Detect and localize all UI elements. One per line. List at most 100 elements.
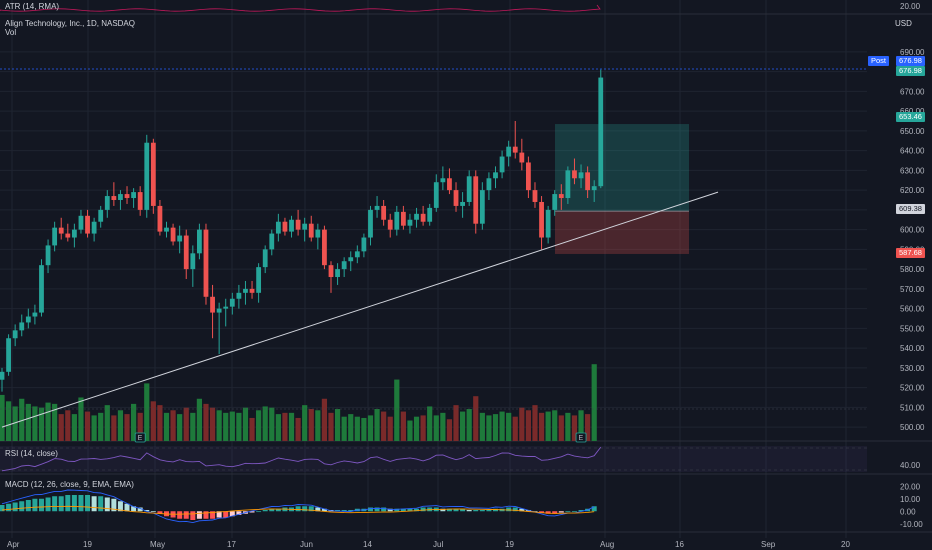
volume-bars [0,364,867,441]
volume-bar [341,416,347,441]
macd-histogram-bar [400,508,406,512]
time-tick-label: Aug [600,540,614,549]
volume-bar [98,412,104,441]
time-tick-label: 14 [363,540,372,549]
earnings-marker-box [134,432,146,443]
candle-body [170,227,176,242]
macd-histogram-bar [591,506,597,512]
volume-bar [532,405,538,441]
volume-legend[interactable]: Vol [5,28,17,37]
volume-bar [5,401,12,441]
macd-histogram-bar [466,510,472,512]
volume-bar [111,415,117,441]
volume-bar [137,412,143,441]
macd-histogram-bar [545,511,551,514]
macd-histogram-bar [348,510,354,512]
candle-body [236,292,242,299]
candle-body [420,213,426,222]
macd-histogram-bar [85,495,91,512]
candle-body [275,221,281,234]
candle-body [453,190,459,206]
volume-bar [328,412,334,441]
volume-bar [473,396,479,441]
candle-body [183,235,189,270]
symbol-title[interactable]: Align Technology, Inc., 1D, NASDAQ [5,19,135,28]
volume-bar [91,415,97,441]
candle-body [308,223,314,238]
candle-body [341,261,347,270]
macd-histogram-bar [216,511,222,518]
macd-tick-label: 10.00 [900,495,921,504]
volume-bar [177,414,183,441]
candle-body [335,269,340,278]
candle-body [374,205,380,210]
time-tick-label: Sep [761,540,776,549]
macd-histogram-bar [321,508,327,512]
volume-bar [150,401,156,441]
time-tick-label: May [150,540,165,549]
macd-histogram-bar [335,510,341,512]
volume-bar [196,398,202,441]
candle-body [368,209,373,238]
volume-bar [308,409,314,441]
candle-body [71,229,77,238]
macd-pane: 20.00 10.00 0.00 -10.00 [0,482,923,529]
macd-histogram-bar [315,507,321,512]
macd-histogram-bar [512,507,518,512]
trendline[interactable] [1,191,719,428]
macd-histogram-bar [19,501,25,512]
volume-bar [433,415,439,441]
volume-bar [361,417,367,441]
candle-body [400,211,406,226]
macd-histogram-bar [453,508,459,512]
volume-bar [407,420,413,441]
candle-body [539,201,544,238]
volume-bar [427,406,433,441]
rsi-legend[interactable]: RSI (14, close) [5,449,58,458]
price-tick-label: 500.00 [900,423,925,432]
candle-body [282,221,288,232]
macd-tick-label: 0.00 [900,507,916,516]
macd-histogram-bar [473,510,479,512]
macd-legend[interactable]: MACD (12, 26, close, 9, EMA, EMA) [5,480,134,489]
volume-bar [538,412,545,441]
price-tick-label: 580.00 [900,265,925,274]
volume-bar [446,419,453,441]
currency-label: USD [895,19,912,28]
macd-histogram-bar [295,506,301,512]
price-tick-label: 510.00 [900,403,925,412]
atr-legend[interactable]: ATR (14, RMA) [5,2,60,11]
candle-body [354,251,360,258]
candle-body [203,229,209,297]
long-position-tool[interactable] [555,124,689,254]
volume-bar [288,412,295,441]
candle-body [585,172,591,191]
macd-histogram-bar [210,511,216,519]
volume-bar [170,410,176,441]
volume-bar [65,410,71,441]
volume-bar [400,411,406,441]
volume-bar [295,417,301,441]
candle-body [118,194,123,200]
rsi-band [0,446,867,472]
atr-tick-label: 20.00 [900,2,921,11]
macd-histogram-bar [12,502,18,512]
volume-bar [571,415,578,441]
volume-bar [209,407,216,441]
earnings-marker: E [579,435,584,442]
volume-bar [394,379,400,441]
volume-bar [315,410,321,441]
candle-body [164,227,169,232]
macd-histogram-bar [78,495,84,512]
macd-histogram-bar [150,511,156,513]
volume-bar [387,416,393,441]
price-tick-label: 600.00 [900,226,925,235]
candle-body [6,338,11,372]
macd-histogram-bar [407,508,413,512]
candle-body [558,194,564,199]
candle-body [328,265,334,278]
earnings-marker: E [138,435,143,442]
volume-bar [32,406,38,441]
candle-body [12,330,18,339]
